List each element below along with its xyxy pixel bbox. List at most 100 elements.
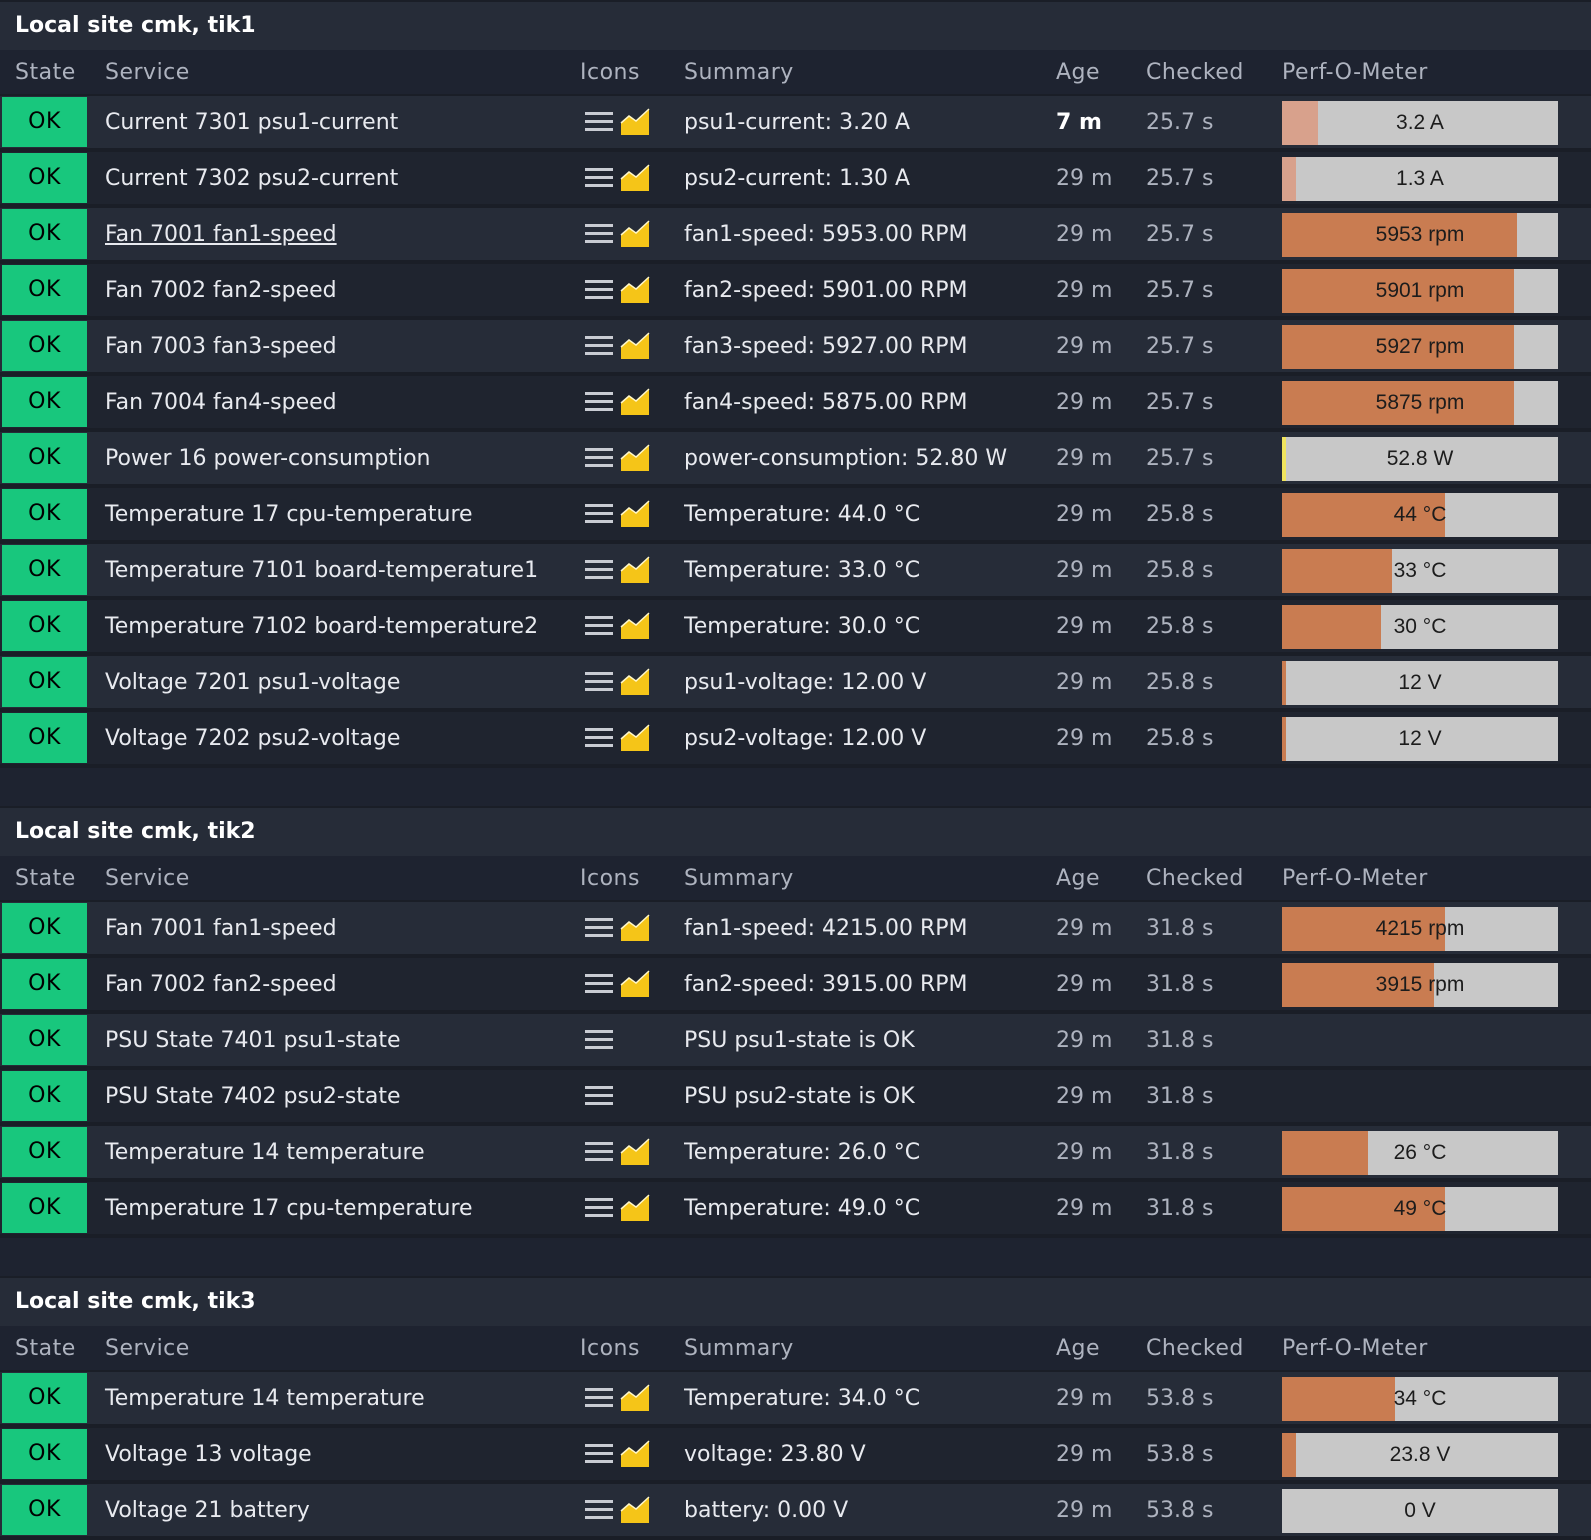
column-header-state[interactable]: State — [0, 856, 95, 902]
perf-o-meter[interactable]: 5901 rpm — [1282, 269, 1558, 313]
menu-icon[interactable] — [584, 1193, 614, 1223]
service-name-link[interactable]: Voltage 13 voltage — [105, 1441, 312, 1467]
state-badge[interactable]: OK — [2, 1183, 87, 1233]
menu-icon[interactable] — [584, 913, 614, 943]
state-badge[interactable]: OK — [2, 1071, 87, 1121]
graph-icon[interactable] — [620, 1137, 650, 1167]
state-badge[interactable]: OK — [2, 377, 87, 427]
state-badge[interactable]: OK — [2, 903, 87, 953]
graph-icon[interactable] — [620, 275, 650, 305]
graph-icon[interactable] — [620, 1439, 650, 1469]
state-badge[interactable]: OK — [2, 545, 87, 595]
service-name-link[interactable]: Voltage 21 battery — [105, 1497, 310, 1523]
graph-icon[interactable] — [620, 107, 650, 137]
perf-o-meter[interactable]: 0 V — [1282, 1489, 1558, 1533]
graph-icon[interactable] — [620, 387, 650, 417]
perf-o-meter[interactable]: 30 °C — [1282, 605, 1558, 649]
service-name-link[interactable]: Temperature 17 cpu-temperature — [105, 501, 473, 527]
state-badge[interactable]: OK — [2, 713, 87, 763]
state-badge[interactable]: OK — [2, 1127, 87, 1177]
menu-icon[interactable] — [584, 499, 614, 529]
graph-icon[interactable] — [620, 913, 650, 943]
graph-icon[interactable] — [620, 163, 650, 193]
perf-o-meter[interactable]: 44 °C — [1282, 493, 1558, 537]
service-name-link[interactable]: Temperature 14 temperature — [105, 1385, 425, 1411]
menu-icon[interactable] — [584, 331, 614, 361]
graph-icon[interactable] — [620, 611, 650, 641]
service-name-link[interactable]: Current 7302 psu2-current — [105, 165, 399, 191]
menu-icon[interactable] — [584, 1137, 614, 1167]
graph-icon[interactable] — [620, 499, 650, 529]
graph-icon[interactable] — [620, 219, 650, 249]
site-header[interactable]: Local site cmk, tik3 — [0, 1276, 1591, 1326]
state-badge[interactable]: OK — [2, 321, 87, 371]
state-badge[interactable]: OK — [2, 657, 87, 707]
perf-o-meter[interactable]: 3.2 A — [1282, 101, 1558, 145]
state-badge[interactable]: OK — [2, 97, 87, 147]
menu-icon[interactable] — [584, 969, 614, 999]
state-badge[interactable]: OK — [2, 433, 87, 483]
service-name-link[interactable]: PSU State 7402 psu2-state — [105, 1083, 401, 1109]
column-header-age[interactable]: Age — [1056, 50, 1146, 96]
service-name-link[interactable]: Temperature 14 temperature — [105, 1139, 425, 1165]
state-badge[interactable]: OK — [2, 601, 87, 651]
menu-icon[interactable] — [584, 1081, 614, 1111]
column-header-perf[interactable]: Perf-O-Meter — [1282, 1326, 1591, 1372]
graph-icon[interactable] — [620, 969, 650, 999]
service-name-link[interactable]: PSU State 7401 psu1-state — [105, 1027, 401, 1053]
column-header-checked[interactable]: Checked — [1146, 856, 1282, 902]
menu-icon[interactable] — [584, 275, 614, 305]
perf-o-meter[interactable]: 33 °C — [1282, 549, 1558, 593]
graph-icon[interactable] — [620, 1383, 650, 1413]
state-badge[interactable]: OK — [2, 1429, 87, 1479]
perf-o-meter[interactable]: 5875 rpm — [1282, 381, 1558, 425]
menu-icon[interactable] — [584, 667, 614, 697]
service-name-link[interactable]: Fan 7001 fan1-speed — [105, 915, 337, 941]
perf-o-meter[interactable]: 12 V — [1282, 717, 1558, 761]
graph-icon[interactable] — [620, 723, 650, 753]
service-name-link[interactable]: Temperature 17 cpu-temperature — [105, 1195, 473, 1221]
service-name-link[interactable]: Fan 7004 fan4-speed — [105, 389, 337, 415]
column-header-perf[interactable]: Perf-O-Meter — [1282, 856, 1591, 902]
menu-icon[interactable] — [584, 723, 614, 753]
column-header-icons[interactable]: Icons — [580, 856, 684, 902]
column-header-summary[interactable]: Summary — [684, 1326, 1056, 1372]
column-header-icons[interactable]: Icons — [580, 50, 684, 96]
graph-icon[interactable] — [620, 331, 650, 361]
service-name-link[interactable]: Fan 7003 fan3-speed — [105, 333, 337, 359]
state-badge[interactable]: OK — [2, 1485, 87, 1535]
graph-icon[interactable] — [620, 1495, 650, 1525]
menu-icon[interactable] — [584, 1495, 614, 1525]
perf-o-meter[interactable]: 12 V — [1282, 661, 1558, 705]
service-name-link[interactable]: Temperature 7102 board-temperature2 — [105, 613, 539, 639]
column-header-checked[interactable]: Checked — [1146, 1326, 1282, 1372]
service-name-link[interactable]: Temperature 7101 board-temperature1 — [105, 557, 539, 583]
column-header-state[interactable]: State — [0, 50, 95, 96]
perf-o-meter[interactable]: 49 °C — [1282, 1187, 1558, 1231]
site-header[interactable]: Local site cmk, tik2 — [0, 806, 1591, 856]
service-name-link[interactable]: Voltage 7201 psu1-voltage — [105, 669, 401, 695]
column-header-age[interactable]: Age — [1056, 1326, 1146, 1372]
menu-icon[interactable] — [584, 163, 614, 193]
graph-icon[interactable] — [620, 667, 650, 697]
menu-icon[interactable] — [584, 611, 614, 641]
menu-icon[interactable] — [584, 107, 614, 137]
service-name-link[interactable]: Power 16 power-consumption — [105, 445, 431, 471]
service-name-link[interactable]: Fan 7002 fan2-speed — [105, 277, 337, 303]
column-header-summary[interactable]: Summary — [684, 856, 1056, 902]
state-badge[interactable]: OK — [2, 153, 87, 203]
service-name-link[interactable]: Fan 7002 fan2-speed — [105, 971, 337, 997]
menu-icon[interactable] — [584, 1025, 614, 1055]
menu-icon[interactable] — [584, 555, 614, 585]
perf-o-meter[interactable]: 26 °C — [1282, 1131, 1558, 1175]
state-badge[interactable]: OK — [2, 1373, 87, 1423]
perf-o-meter[interactable]: 34 °C — [1282, 1377, 1558, 1421]
column-header-service[interactable]: Service — [95, 50, 580, 96]
column-header-summary[interactable]: Summary — [684, 50, 1056, 96]
perf-o-meter[interactable]: 1.3 A — [1282, 157, 1558, 201]
state-badge[interactable]: OK — [2, 209, 87, 259]
service-name-link[interactable]: Voltage 7202 psu2-voltage — [105, 725, 401, 751]
perf-o-meter[interactable]: 5927 rpm — [1282, 325, 1558, 369]
perf-o-meter[interactable]: 23.8 V — [1282, 1433, 1558, 1477]
service-name-link[interactable]: Current 7301 psu1-current — [105, 109, 399, 135]
